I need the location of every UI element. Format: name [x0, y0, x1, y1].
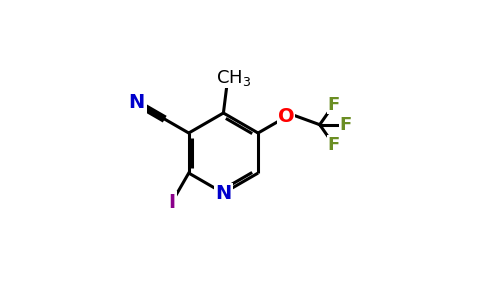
Text: O: O	[278, 107, 294, 126]
Text: F: F	[340, 116, 352, 134]
Text: F: F	[328, 95, 340, 113]
Text: N: N	[129, 94, 145, 112]
Text: N: N	[215, 184, 231, 202]
Text: F: F	[328, 136, 340, 154]
Text: CH$_3$: CH$_3$	[216, 68, 251, 88]
Text: I: I	[168, 193, 175, 212]
